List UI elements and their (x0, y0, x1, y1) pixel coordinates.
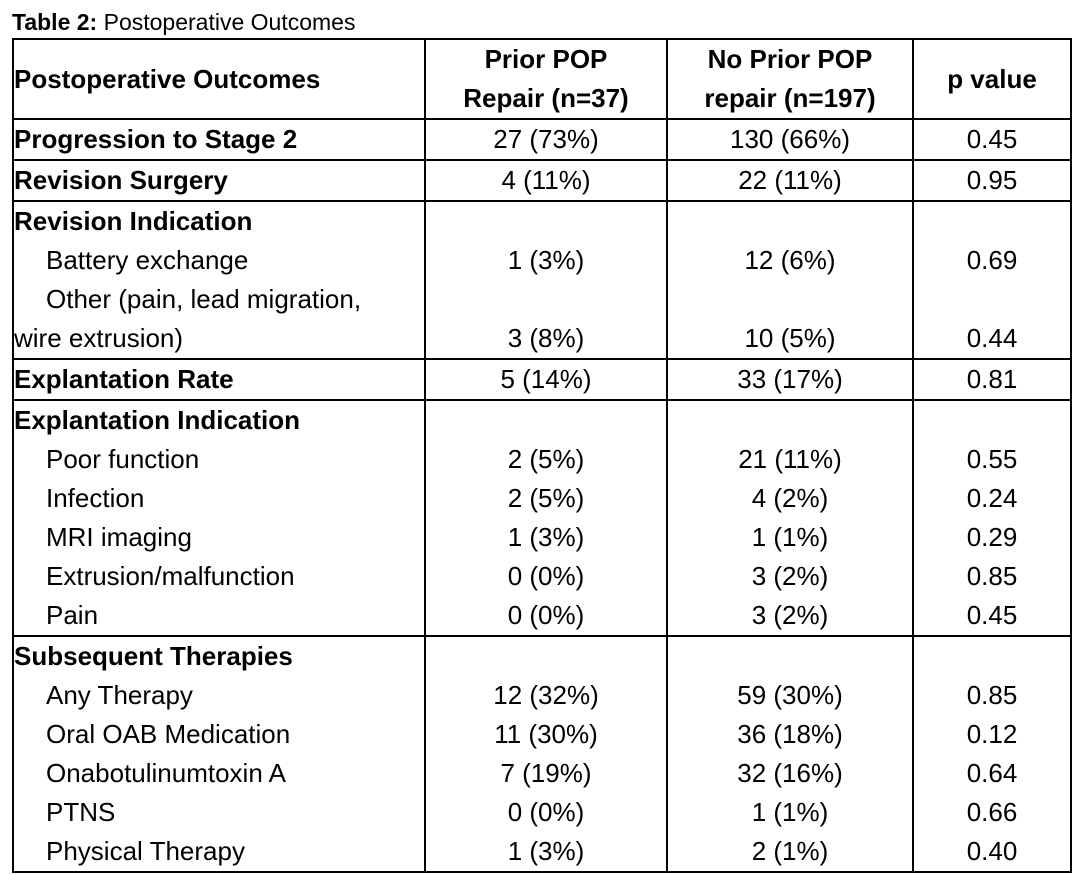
table-row-revision-surgery: Revision Surgery 4 (11%) 22 (11%) 0.95 (12, 159, 1072, 202)
cell-p-value-group: 0.55 0.24 0.29 0.85 0.45 (912, 399, 1072, 637)
cell-no-prior-group: 12 (6%) 10 (5%) (666, 200, 914, 360)
outcomes-table: Postoperative Outcomes Prior POP Repair … (12, 38, 1072, 873)
table-row-revision-indication: Revision Indication Battery exchange Oth… (12, 200, 1072, 360)
cell-no-prior: 33 (17%) (666, 358, 914, 401)
header-prior-pop: Prior POP Repair (n=37) (424, 38, 668, 120)
cell-prior-group: 1 (3%) 3 (8%) (424, 200, 668, 360)
cell-prior: 5 (14%) (424, 358, 668, 401)
cell-no-prior: 22 (11%) (666, 159, 914, 202)
cell-no-prior-group: 59 (30%) 36 (18%) 32 (16%) 1 (1%) 2 (1%) (666, 635, 914, 873)
table-row-explantation-indication: Explantation Indication Poor function In… (12, 399, 1072, 637)
row-label-group: Subsequent Therapies Any Therapy Oral OA… (12, 635, 426, 873)
header-p-value: p value (912, 38, 1072, 120)
cell-no-prior-group: 21 (11%) 4 (2%) 1 (1%) 3 (2%) 3 (2%) (666, 399, 914, 637)
row-label: Revision Surgery (12, 159, 426, 202)
cell-p-value: 0.95 (912, 159, 1072, 202)
header-outcomes: Postoperative Outcomes (12, 38, 426, 120)
table-row-subsequent-therapies: Subsequent Therapies Any Therapy Oral OA… (12, 635, 1072, 873)
cell-p-value-group: 0.85 0.12 0.64 0.66 0.40 (912, 635, 1072, 873)
table-header-row: Postoperative Outcomes Prior POP Repair … (12, 38, 1072, 120)
cell-p-value-group: 0.69 0.44 (912, 200, 1072, 360)
table-row-progression: Progression to Stage 2 27 (73%) 130 (66%… (12, 118, 1072, 161)
cell-prior-group: 2 (5%) 2 (5%) 1 (3%) 0 (0%) 0 (0%) (424, 399, 668, 637)
cell-no-prior: 130 (66%) (666, 118, 914, 161)
row-label-group: Revision Indication Battery exchange Oth… (12, 200, 426, 360)
table-caption-title: Postoperative Outcomes (103, 9, 356, 35)
table-caption: Table 2: Postoperative Outcomes (12, 8, 355, 36)
row-label: Explantation Rate (12, 358, 426, 401)
table-caption-label: Table 2: (12, 9, 98, 35)
row-label: Progression to Stage 2 (12, 118, 426, 161)
cell-prior-group: 12 (32%) 11 (30%) 7 (19%) 0 (0%) 1 (3%) (424, 635, 668, 873)
cell-prior: 27 (73%) (424, 118, 668, 161)
cell-p-value: 0.81 (912, 358, 1072, 401)
table-row-explantation-rate: Explantation Rate 5 (14%) 33 (17%) 0.81 (12, 358, 1072, 401)
row-label-group: Explantation Indication Poor function In… (12, 399, 426, 637)
cell-p-value: 0.45 (912, 118, 1072, 161)
header-no-prior-pop: No Prior POP repair (n=197) (666, 38, 914, 120)
cell-prior: 4 (11%) (424, 159, 668, 202)
